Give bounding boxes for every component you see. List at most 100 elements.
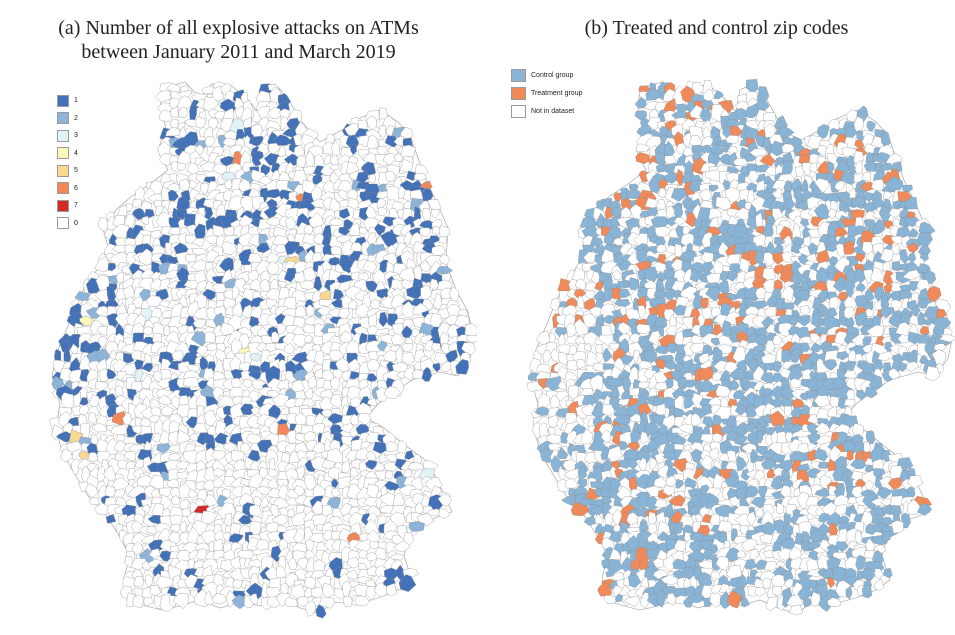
zip-region (385, 171, 396, 182)
zip-region (366, 397, 378, 407)
zip-region (206, 343, 219, 351)
legend-item: 5 (57, 162, 78, 180)
zip-region (844, 137, 859, 150)
zip-region (304, 600, 317, 617)
zip-region (618, 440, 630, 451)
zip-region (420, 284, 433, 301)
zip-region (683, 379, 699, 388)
treatment-control-map (526, 79, 955, 616)
zip-region (303, 323, 316, 334)
zip-region (396, 370, 406, 380)
zip-region (615, 593, 623, 602)
zip-region (740, 597, 750, 608)
zip-region (329, 217, 345, 226)
zip-region (339, 199, 350, 208)
group-legend: Control group Treatment group Not in datas… (511, 66, 583, 120)
zip-region (770, 140, 787, 157)
zip-region (715, 196, 733, 211)
zip-region (655, 357, 666, 370)
zip-region (629, 387, 640, 397)
zip-region (353, 539, 373, 553)
zip-region (666, 342, 678, 354)
zip-region (341, 460, 351, 473)
zip-region (576, 295, 585, 310)
zip-region (104, 484, 116, 497)
zip-region (141, 504, 151, 514)
zip-region (759, 153, 776, 167)
legend-item: 2 (57, 110, 78, 128)
zip-region (171, 495, 180, 506)
zip-region (848, 165, 857, 176)
zip-region (829, 296, 840, 311)
zip-region (633, 350, 640, 364)
zip-region (771, 180, 788, 191)
zip-region (907, 475, 924, 489)
zip-region (382, 153, 397, 166)
zip-region (754, 587, 767, 597)
zip-region (377, 206, 387, 217)
zip-region (827, 577, 835, 589)
zip-region (283, 267, 297, 283)
zip-region (294, 484, 306, 497)
zip-region (199, 161, 216, 172)
zip-region (763, 306, 777, 317)
legend-swatch (57, 217, 69, 230)
zip-region (315, 604, 327, 619)
zip-region (813, 447, 828, 462)
zip-region (373, 582, 389, 598)
zip-region (617, 322, 630, 335)
zip-region (133, 575, 145, 588)
zip-region (268, 468, 279, 477)
zip-region (319, 596, 335, 609)
zip-region (330, 377, 341, 391)
zip-region (926, 286, 942, 302)
zip-region (199, 356, 208, 372)
zip-region (745, 227, 754, 235)
zip-region (636, 323, 652, 335)
zip-region (164, 242, 174, 256)
zip-region (202, 479, 216, 491)
zip-region (800, 342, 811, 353)
zip-region (218, 134, 227, 149)
zip-region (406, 170, 417, 182)
zip-region (432, 225, 442, 235)
zip-region (276, 323, 286, 335)
zip-region (749, 548, 759, 561)
zip-region (115, 312, 131, 327)
zip-region (161, 405, 175, 416)
zip-region (602, 403, 616, 417)
zip-region (807, 414, 819, 424)
zip-region (340, 435, 353, 446)
zip-region (204, 206, 214, 220)
zip-region (273, 243, 288, 254)
zip-region (132, 198, 142, 209)
zip-region (294, 305, 308, 318)
zip-region (249, 593, 259, 606)
legend-swatch (57, 129, 69, 142)
zip-region (152, 432, 163, 443)
zip-region (540, 448, 553, 463)
legend-label: 2 (74, 114, 78, 122)
zip-region (183, 376, 201, 388)
zip-region (190, 331, 209, 347)
zip-region (331, 140, 340, 159)
zip-region (772, 585, 782, 597)
legend-label: Control group (531, 71, 574, 79)
legend-swatch (57, 182, 69, 195)
zip-region (365, 586, 376, 601)
zip-region (330, 246, 343, 255)
zip-region (835, 541, 849, 553)
zip-region (880, 306, 895, 318)
zip-region (645, 496, 660, 511)
zip-region (781, 251, 794, 263)
zip-region (273, 134, 293, 146)
zip-region (644, 485, 663, 498)
zip-region (899, 249, 909, 265)
zip-region (611, 572, 626, 581)
zip-region (454, 314, 470, 328)
zip-region (628, 277, 640, 290)
zip-region (314, 368, 324, 379)
zip-region (331, 478, 339, 489)
zip-region (131, 208, 146, 221)
zip-region (132, 296, 145, 308)
